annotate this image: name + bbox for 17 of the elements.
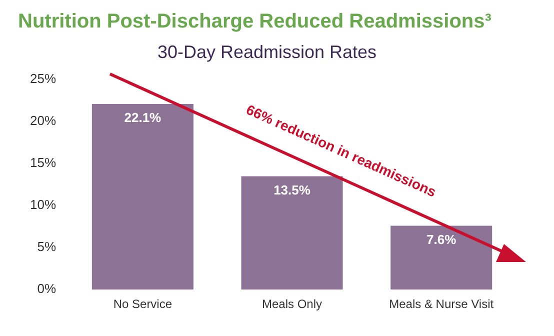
x-tick-label: Meals & Nurse Visit	[389, 297, 494, 312]
y-tick-label: 25%	[30, 71, 56, 86]
y-tick-label: 5%	[37, 239, 56, 254]
bar	[390, 226, 492, 290]
y-tick-label: 10%	[30, 197, 56, 212]
x-tick-label: No Service	[113, 297, 172, 312]
y-tick-label: 0%	[37, 281, 56, 296]
y-tick-label: 20%	[30, 113, 56, 128]
x-tick-label: Meals Only	[262, 297, 322, 312]
data-label: 13.5%	[274, 182, 311, 198]
data-label: 22.1%	[124, 110, 162, 126]
chart-title: Nutrition Post-Discharge Reduced Readmissions³	[18, 10, 492, 33]
chart-subtitle: 30-Day Readmission Rates	[157, 42, 377, 62]
y-tick-label: 15%	[30, 155, 56, 170]
bar	[92, 104, 194, 290]
data-label: 7.6%	[426, 232, 457, 247]
bar	[241, 176, 343, 290]
